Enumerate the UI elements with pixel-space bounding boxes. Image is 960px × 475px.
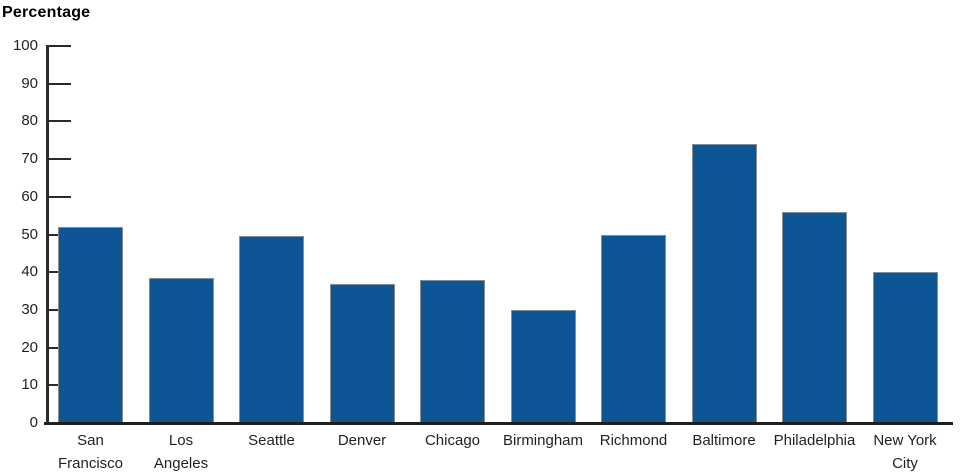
y-axis-label-10: 10 — [21, 376, 38, 394]
y-axis-label-30: 30 — [21, 300, 38, 318]
x-axis-line — [44, 422, 953, 425]
x-axis-label-los-angeles: Los Angeles — [153, 432, 209, 472]
bar-richmond — [601, 234, 666, 423]
y-axis-labels: 0 10 20 30 40 50 60 70 80 90 100 — [0, 37, 38, 431]
bar-birmingham — [510, 309, 576, 423]
y-tick-70 — [46, 158, 71, 161]
bar-seattle — [239, 236, 304, 423]
y-axis-label-0: 0 — [29, 414, 38, 431]
x-axis-label-seattle: Seattle — [248, 432, 295, 449]
bar-baltimore — [691, 144, 757, 423]
bar-denver — [329, 283, 395, 423]
y-tick-100 — [46, 45, 71, 47]
bar-chicago — [420, 279, 485, 423]
y-tick-90 — [46, 82, 71, 85]
y-axis-label-20: 20 — [21, 338, 38, 356]
chart-title: Percentage — [2, 4, 91, 21]
x-axis-label-san-francisco: San Francisco — [57, 432, 124, 472]
y-axis-label-60: 60 — [21, 187, 38, 205]
bar-philadelphia — [782, 211, 847, 423]
y-axis-label-50: 50 — [21, 225, 38, 243]
y-axis-label-100: 100 — [12, 37, 38, 54]
x-axis-label-philadelphia: Philadelphia — [773, 432, 856, 449]
bar-new-york-city — [872, 272, 938, 423]
plot-area — [44, 45, 953, 425]
bar-san-francisco — [58, 226, 123, 423]
x-axis-label-denver: Denver — [337, 432, 387, 449]
y-axis-label-90: 90 — [21, 74, 38, 92]
y-tick-80 — [46, 120, 71, 123]
x-axis-label-richmond: Richmond — [599, 432, 668, 449]
y-axis-label-70: 70 — [21, 150, 38, 168]
y-tick-60 — [46, 195, 71, 198]
x-axis-label-baltimore: Baltimore — [692, 432, 756, 449]
bar-los-angeles — [148, 277, 214, 423]
x-axis-label-new-york-city: New York City — [873, 432, 937, 472]
y-axis-label-40: 40 — [21, 263, 38, 281]
x-axis-label-chicago: Chicago — [424, 432, 481, 449]
y-axis-label-80: 80 — [21, 112, 38, 130]
x-axis-labels: San Francisco Los Angeles Seattle Denver Chica… — [46, 429, 960, 475]
x-axis-label-birmingham: Birmingham — [502, 432, 584, 449]
